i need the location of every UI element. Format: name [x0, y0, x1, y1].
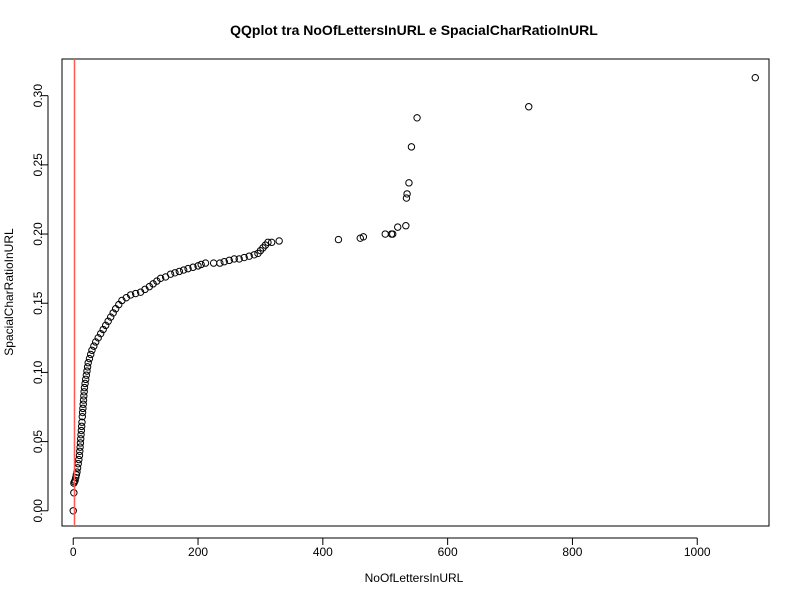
- data-point: [82, 375, 90, 384]
- data-point: [83, 363, 92, 371]
- data-point: [131, 289, 140, 298]
- data-point: [245, 252, 253, 260]
- data-point: [240, 253, 248, 262]
- data-point: [78, 412, 86, 421]
- data-point: [403, 190, 411, 198]
- data-point: [197, 260, 205, 269]
- data-point: [84, 359, 92, 367]
- data-point: [75, 451, 84, 460]
- data-point: [79, 396, 88, 404]
- data-point: [72, 473, 80, 482]
- data-point: [82, 371, 91, 379]
- x-axis: 0 200 400 600 800 1000: [70, 537, 711, 559]
- data-points: [69, 73, 759, 515]
- data-point: [77, 422, 86, 431]
- data-point: [359, 233, 368, 241]
- y-tick-label: 0.05: [31, 430, 45, 454]
- data-point: [99, 325, 107, 334]
- x-tick-label: 600: [438, 545, 458, 559]
- x-tick-label: 0: [70, 545, 77, 559]
- data-point: [78, 408, 87, 417]
- data-point: [394, 223, 402, 231]
- data-point: [81, 379, 89, 388]
- data-point: [94, 334, 102, 342]
- data-point: [334, 235, 343, 244]
- data-point: [77, 435, 85, 443]
- x-tick-label: 800: [562, 545, 582, 559]
- data-point: [389, 230, 397, 238]
- data-point: [166, 270, 175, 278]
- data-point: [69, 507, 77, 515]
- y-tick-label: 0.25: [31, 153, 45, 177]
- y-tick-label: 0.00: [31, 499, 45, 523]
- data-point: [76, 447, 84, 455]
- data-point: [79, 400, 87, 408]
- data-point: [201, 259, 210, 267]
- y-axis: 0.00 0.05 0.10 0.15 0.20 0.25 0.30: [31, 84, 49, 523]
- data-point: [106, 313, 115, 321]
- data-point: [275, 237, 283, 245]
- data-point: [87, 350, 95, 359]
- data-point: [79, 404, 87, 413]
- y-tick-label: 0.30: [31, 84, 45, 108]
- data-point: [402, 194, 411, 202]
- data-point: [209, 259, 218, 267]
- data-point: [75, 455, 83, 464]
- data-point: [264, 238, 272, 247]
- data-point: [156, 274, 165, 283]
- data-point: [171, 269, 179, 277]
- data-point: [80, 388, 88, 396]
- data-point: [220, 258, 228, 266]
- data-point: [78, 418, 86, 426]
- data-point: [402, 222, 410, 230]
- data-point: [101, 321, 110, 330]
- data-point: [267, 238, 276, 247]
- data-point: [80, 392, 88, 400]
- y-tick-label: 0.15: [31, 291, 45, 315]
- data-point: [235, 255, 243, 263]
- x-tick-label: 400: [313, 545, 333, 559]
- data-point: [179, 266, 188, 274]
- data-point: [85, 354, 94, 363]
- x-tick-label: 200: [188, 545, 208, 559]
- data-point: [72, 471, 81, 479]
- chart-title: QQplot tra NoOfLettersInURL e SpacialCha…: [230, 22, 598, 38]
- plot-area: [61, 58, 770, 527]
- data-point: [413, 114, 421, 122]
- data-point: [76, 443, 84, 451]
- data-point: [91, 338, 100, 346]
- data-point: [83, 367, 91, 375]
- data-point: [76, 439, 85, 447]
- data-point: [88, 346, 96, 354]
- data-point: [104, 317, 112, 325]
- data-point: [751, 73, 759, 82]
- data-point: [126, 291, 135, 299]
- data-point: [525, 103, 533, 111]
- data-point: [189, 263, 197, 271]
- data-point: [216, 259, 224, 267]
- data-point: [381, 230, 389, 238]
- data-point: [230, 255, 238, 263]
- data-point: [80, 383, 89, 392]
- data-point: [77, 430, 85, 439]
- data-point: [175, 267, 184, 276]
- y-axis-label: SpacialCharRatioInURL: [2, 228, 16, 356]
- data-point: [184, 264, 192, 273]
- x-tick-label: 1000: [684, 545, 711, 559]
- x-axis-label: NoOfLettersInURL: [365, 571, 464, 585]
- data-point: [77, 426, 86, 435]
- plot-border: [61, 58, 770, 527]
- data-point: [250, 251, 258, 259]
- data-point: [225, 256, 233, 265]
- data-point: [96, 329, 105, 338]
- data-point: [90, 342, 98, 350]
- data-point: [407, 143, 416, 151]
- y-tick-label: 0.20: [31, 222, 45, 246]
- data-point: [109, 309, 117, 317]
- y-tick-label: 0.10: [31, 360, 45, 384]
- data-point: [405, 179, 413, 187]
